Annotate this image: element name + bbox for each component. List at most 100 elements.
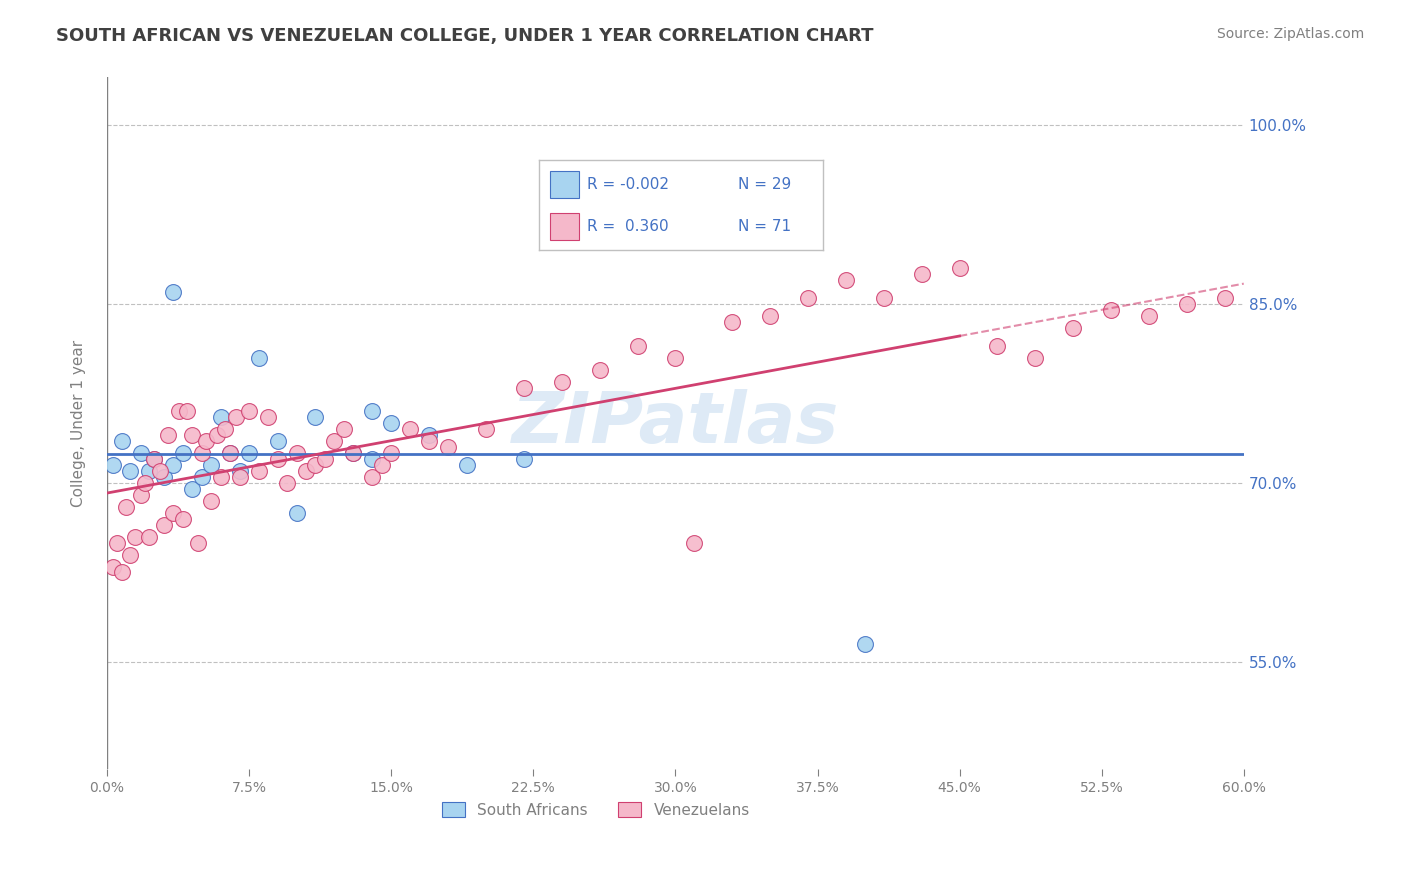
Point xyxy=(167,404,190,418)
Point xyxy=(124,530,146,544)
Point xyxy=(380,417,402,431)
Point xyxy=(149,464,172,478)
Point xyxy=(228,464,250,478)
Point xyxy=(371,458,394,472)
Point xyxy=(513,452,536,467)
Point xyxy=(323,434,346,449)
Point xyxy=(1137,309,1160,323)
Point xyxy=(626,339,648,353)
Point xyxy=(214,422,236,436)
Point xyxy=(399,422,422,436)
Point xyxy=(176,404,198,418)
Point xyxy=(949,261,972,276)
Point xyxy=(156,428,179,442)
Point xyxy=(361,470,384,484)
Legend: South Africans, Venezuelans: South Africans, Venezuelans xyxy=(436,796,756,824)
Point xyxy=(314,452,336,467)
Point xyxy=(111,434,134,449)
Point xyxy=(276,475,298,490)
Point xyxy=(162,285,184,300)
Point xyxy=(266,434,288,449)
Point xyxy=(191,446,214,460)
Text: SOUTH AFRICAN VS VENEZUELAN COLLEGE, UNDER 1 YEAR CORRELATION CHART: SOUTH AFRICAN VS VENEZUELAN COLLEGE, UND… xyxy=(56,27,873,45)
Point xyxy=(456,458,478,472)
Point xyxy=(285,446,308,460)
Point xyxy=(247,464,270,478)
Point xyxy=(1062,321,1084,335)
Point xyxy=(101,559,124,574)
Point xyxy=(551,375,574,389)
Point xyxy=(333,422,356,436)
Point xyxy=(129,488,152,502)
Point xyxy=(138,530,160,544)
Point xyxy=(1024,351,1046,365)
Point xyxy=(721,315,744,329)
Point xyxy=(380,446,402,460)
Point xyxy=(153,470,176,484)
Point xyxy=(342,446,364,460)
Point xyxy=(153,517,176,532)
Point xyxy=(304,458,326,472)
Point xyxy=(200,458,222,472)
Point xyxy=(143,452,166,467)
Point xyxy=(759,309,782,323)
Point xyxy=(181,428,204,442)
Point xyxy=(418,428,440,442)
Point xyxy=(986,339,1008,353)
Point xyxy=(1327,291,1350,305)
Point xyxy=(588,362,610,376)
Point xyxy=(853,637,876,651)
Point xyxy=(664,351,686,365)
Point xyxy=(1365,315,1388,329)
Point xyxy=(683,535,706,549)
Point xyxy=(228,470,250,484)
Point xyxy=(194,434,217,449)
Text: Source: ZipAtlas.com: Source: ZipAtlas.com xyxy=(1216,27,1364,41)
Point xyxy=(162,506,184,520)
Point xyxy=(172,512,194,526)
Point xyxy=(187,535,209,549)
Point xyxy=(361,452,384,467)
Point xyxy=(285,506,308,520)
Point xyxy=(437,440,460,454)
Point xyxy=(1099,303,1122,318)
Point xyxy=(129,446,152,460)
Point xyxy=(418,434,440,449)
Point xyxy=(247,351,270,365)
Point xyxy=(101,458,124,472)
Point xyxy=(138,464,160,478)
Point xyxy=(191,470,214,484)
Point xyxy=(257,410,280,425)
Point xyxy=(111,566,134,580)
Point xyxy=(513,381,536,395)
Point xyxy=(295,464,318,478)
Point xyxy=(475,422,498,436)
Point xyxy=(304,410,326,425)
Point xyxy=(342,446,364,460)
Point xyxy=(205,428,228,442)
Y-axis label: College, Under 1 year: College, Under 1 year xyxy=(72,340,86,507)
Point xyxy=(200,494,222,508)
Point xyxy=(238,446,260,460)
Point xyxy=(209,410,232,425)
Text: ZIPatlas: ZIPatlas xyxy=(512,389,839,458)
Point xyxy=(1251,315,1274,329)
Point xyxy=(105,535,128,549)
Point xyxy=(225,410,247,425)
Point xyxy=(209,470,232,484)
Point xyxy=(118,464,141,478)
Point xyxy=(911,267,934,281)
Point xyxy=(134,475,156,490)
Point xyxy=(143,452,166,467)
Point xyxy=(266,452,288,467)
Point xyxy=(115,500,138,514)
Point xyxy=(238,404,260,418)
Point xyxy=(172,446,194,460)
Point xyxy=(835,273,858,287)
Point xyxy=(181,482,204,496)
Point xyxy=(1213,291,1236,305)
Point xyxy=(361,404,384,418)
Point xyxy=(1289,309,1312,323)
Point xyxy=(219,446,242,460)
Point xyxy=(797,291,820,305)
